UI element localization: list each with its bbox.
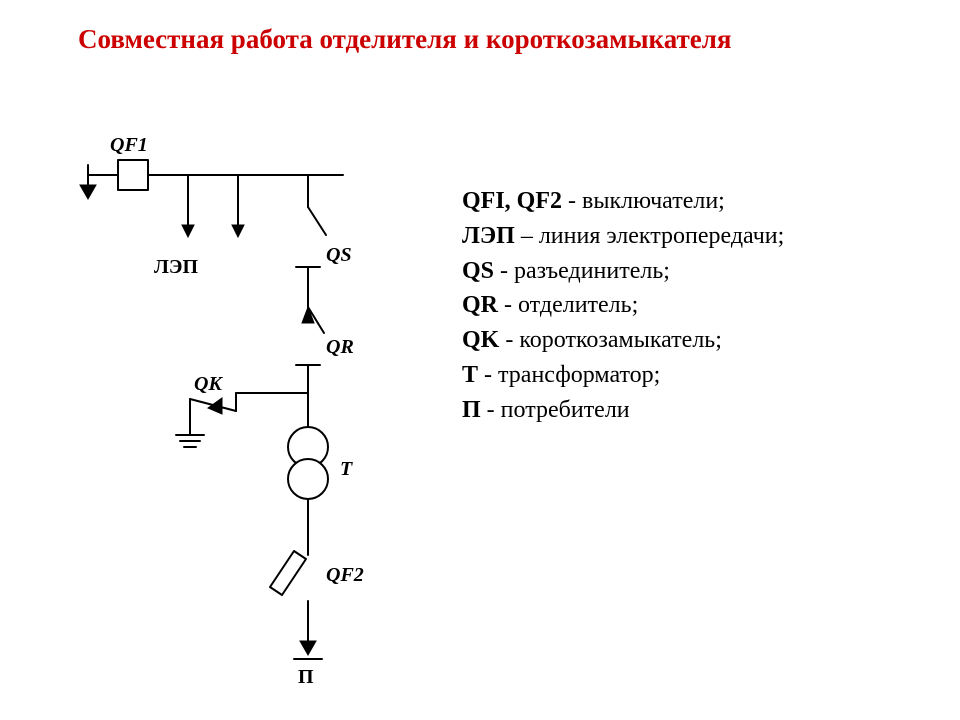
svg-text:QF1: QF1: [110, 135, 148, 156]
legend-sym: T: [462, 362, 478, 388]
legend-row: П - потребители: [462, 393, 784, 428]
legend-row: QFI, QF2 - выключатели;: [462, 184, 784, 219]
circuit-diagram: QF1 ЛЭП QS QR QK T QF2 П: [58, 135, 418, 695]
legend-desc: линия электропередачи;: [539, 223, 784, 249]
svg-text:QS: QS: [326, 244, 352, 266]
legend-row: T - трансформатор;: [462, 358, 784, 393]
legend-row: QK - короткозамыкатель;: [462, 323, 784, 358]
legend-row: QR - отделитель;: [462, 288, 784, 323]
legend-row: ЛЭП – линия электропередачи;: [462, 219, 784, 254]
legend-sym: ЛЭП: [462, 223, 515, 249]
legend: QFI, QF2 - выключатели; ЛЭП – линия элек…: [462, 184, 784, 428]
svg-text:T: T: [340, 458, 353, 480]
svg-text:ЛЭП: ЛЭП: [154, 256, 198, 278]
svg-text:QK: QK: [194, 373, 223, 395]
legend-desc: потребители: [501, 397, 630, 423]
legend-sym: QS: [462, 258, 494, 284]
legend-sym: П: [462, 397, 481, 423]
legend-desc: отделитель;: [518, 292, 638, 318]
legend-desc: трансформатор;: [498, 362, 660, 388]
legend-desc: разъединитель;: [514, 258, 670, 284]
legend-sym: QFI, QF2: [462, 188, 562, 214]
legend-sym: QK: [462, 327, 499, 353]
page-title: Совместная работа отделителя и короткоза…: [78, 24, 948, 55]
legend-desc: выключатели;: [582, 188, 725, 214]
legend-sym: QR: [462, 292, 498, 318]
svg-text:П: П: [298, 666, 314, 688]
svg-text:QR: QR: [326, 336, 354, 358]
svg-text:QF2: QF2: [326, 564, 364, 586]
legend-desc: короткозамыкатель;: [519, 327, 722, 353]
legend-row: QS - разъединитель;: [462, 254, 784, 289]
